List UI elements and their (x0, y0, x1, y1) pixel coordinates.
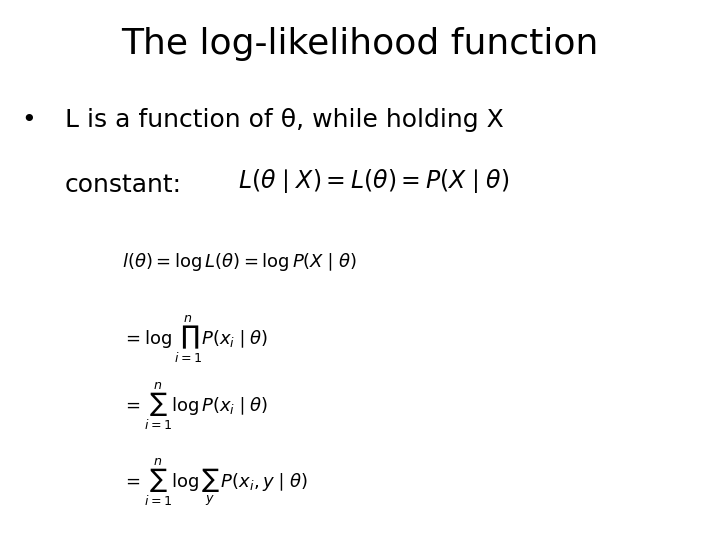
Text: $= \sum_{i=1}^{n} \log \sum_{y}\, P(x_i, y \mid \theta)$: $= \sum_{i=1}^{n} \log \sum_{y}\, P(x_i,… (122, 456, 308, 508)
Text: $L(\theta \mid X) = L(\theta) = P(X \mid \theta)$: $L(\theta \mid X) = L(\theta) = P(X \mid… (238, 167, 509, 195)
Text: L is a function of θ, while holding X: L is a function of θ, while holding X (65, 108, 503, 132)
Text: $= \sum_{i=1}^{n} \log P(x_i \mid \theta)$: $= \sum_{i=1}^{n} \log P(x_i \mid \theta… (122, 381, 269, 433)
Text: •: • (22, 108, 36, 132)
Text: The log-likelihood function: The log-likelihood function (121, 27, 599, 61)
Text: $l(\theta) = \log L(\theta) = \log P(X \mid \theta)$: $l(\theta) = \log L(\theta) = \log P(X \… (122, 251, 357, 273)
Text: $= \log \prod_{i=1}^{n} P(x_i \mid \theta)$: $= \log \prod_{i=1}^{n} P(x_i \mid \thet… (122, 313, 269, 365)
Text: constant:: constant: (65, 173, 181, 197)
